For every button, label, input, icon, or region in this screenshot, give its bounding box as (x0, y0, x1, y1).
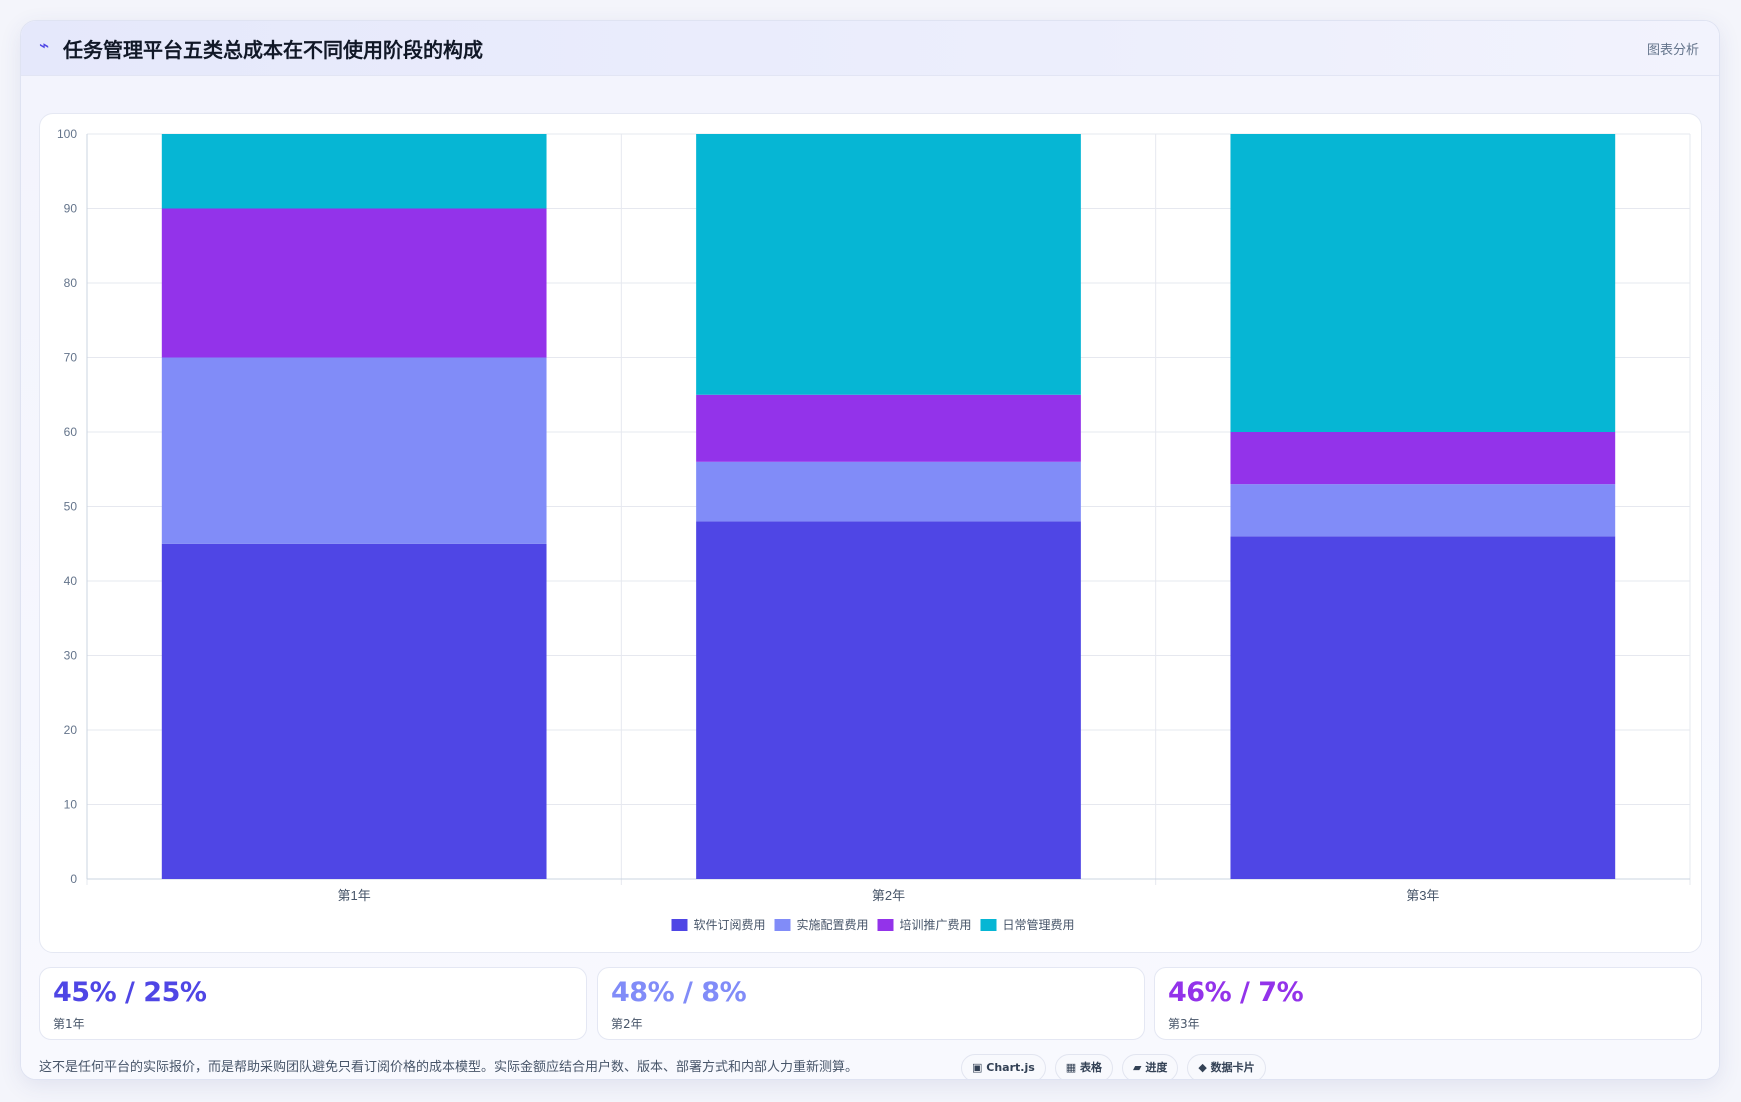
tag-label: 表格 (1080, 1061, 1103, 1074)
bar-segment (696, 394, 1081, 462)
legend-label: 软件订阅费用 (694, 918, 766, 932)
bar-segment (696, 521, 1081, 879)
chart-analysis-label: 图表分析 (1646, 43, 1699, 58)
bar-segment (161, 357, 547, 544)
chart-icon: ⌁ (39, 36, 50, 56)
y-tick-label: 50 (64, 500, 78, 514)
stat-label: 第3年 (1168, 1017, 1200, 1031)
legend-swatch (671, 919, 688, 931)
chart-card: ⌁ 任务管理平台五类总成本在不同使用阶段的构成 图表分析 0 10 20 30 40 50… (20, 20, 1720, 1080)
legend-label: 实施配置费用 (797, 917, 869, 932)
bar-segment (1230, 134, 1616, 432)
stat-card-year-2: 48% / 8% 第2年 (597, 967, 1145, 1040)
stat-value: 46% / 7% (1168, 977, 1304, 1008)
progress-icon: ▰ (1133, 1061, 1142, 1074)
tag-label: Chart.js (986, 1061, 1035, 1074)
bar-segment (161, 208, 547, 358)
y-tick-label: 70 (64, 351, 78, 365)
table-icon: ▦ (1065, 1061, 1077, 1074)
stat-card-year-1: 45% / 25% 第1年 (39, 967, 587, 1040)
tag-table[interactable]: ▦ 表格 (1054, 1054, 1114, 1079)
bar-segment (1230, 536, 1616, 879)
stat-value: 48% / 8% (611, 977, 747, 1008)
stat-label: 第1年 (53, 1017, 85, 1031)
legend-swatch (774, 919, 791, 931)
bar-segment (696, 134, 1081, 395)
bar-segment (1230, 432, 1616, 485)
legend-label: 培训推广费用 (900, 917, 972, 932)
stat-card-year-3: 46% / 7% 第3年 (1154, 967, 1702, 1040)
chart-title: 任务管理平台五类总成本在不同使用阶段的构成 (63, 38, 483, 62)
chart-panel: 0 10 20 30 40 50 60 70 80 90 100 第1年 第2年 第3年软件订阅费用 实施配… (39, 113, 1702, 953)
tag-label: 数据卡片 (1210, 1061, 1255, 1074)
y-tick-label: 40 (64, 574, 78, 588)
bar-segment (1230, 484, 1616, 537)
x-tick-label: 第1年 (338, 888, 371, 903)
legend-swatch (980, 919, 997, 931)
card-header: ⌁ 任务管理平台五类总成本在不同使用阶段的构成 图表分析 (21, 21, 1719, 76)
legend-label: 日常管理费用 (1003, 917, 1075, 932)
tag-label: 进度 (1145, 1061, 1168, 1074)
bar-segment (161, 543, 547, 879)
diamond-icon: ◆ (1198, 1061, 1207, 1074)
stat-value: 45% / 25% (53, 977, 207, 1008)
tag-progress[interactable]: ▰ 进度 (1122, 1054, 1179, 1079)
tag-chartjs[interactable]: ▣ Chart.js (961, 1054, 1046, 1079)
footer-tags: ▣ Chart.js ▦ 表格 ▰ 进度 ◆ 数据卡片 (961, 1054, 1266, 1079)
footer-note: 这不是任何平台的实际报价，而是帮助采购团队避免只看订阅价格的成本模型。实际金额应… (39, 1060, 859, 1075)
x-tick-label: 第3年 (1406, 888, 1439, 903)
y-tick-label: 0 (70, 872, 77, 886)
y-tick-label: 20 (64, 723, 78, 737)
bar-segment (696, 461, 1081, 522)
y-tick-label: 80 (64, 276, 78, 290)
y-tick-label: 10 (64, 798, 78, 812)
tag-data-card[interactable]: ◆ 数据卡片 (1187, 1054, 1266, 1079)
card-body: 0 10 20 30 40 50 60 70 80 90 100 第1年 第2年 第3年 软件订阅费用 实施配… (21, 76, 1719, 1079)
y-tick-label: 90 (64, 202, 78, 216)
bar-segment (161, 134, 547, 209)
chartjs-icon: ▣ (972, 1061, 983, 1074)
y-tick-label: 100 (57, 127, 77, 141)
x-tick-label: 第2年 (872, 888, 905, 903)
legend-swatch (877, 919, 894, 931)
stat-label: 第2年 (611, 1017, 643, 1031)
y-tick-label: 60 (64, 425, 78, 439)
y-tick-label: 30 (64, 649, 78, 663)
